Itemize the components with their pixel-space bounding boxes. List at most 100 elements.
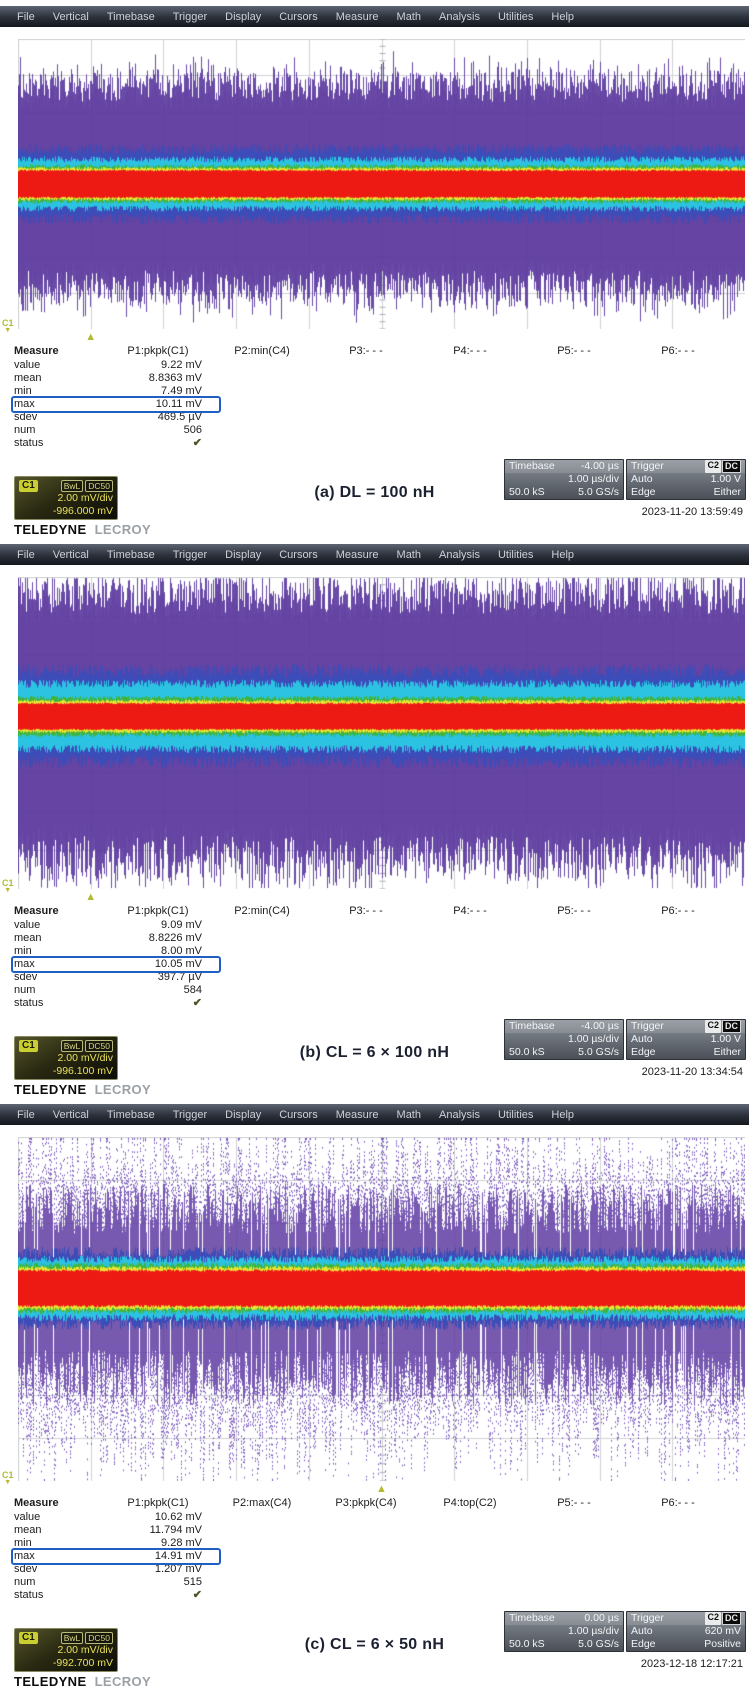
menu-item-trigger[interactable]: Trigger [172,10,208,23]
channel-ground-marker[interactable]: C1 ▼ [2,879,14,895]
trigger-source-badge: C2 [705,1020,721,1033]
menu-item-math[interactable]: Math [396,10,421,23]
menu-item-vertical[interactable]: Vertical [52,10,89,23]
measure-param-header-p5[interactable]: P5:- - - [557,1497,591,1509]
trigger-type: Edge [631,1638,656,1650]
measure-param-header-p6[interactable]: P6:- - - [661,345,695,357]
measure-value [314,1589,418,1602]
measure-value: 11.794 mV [149,1524,202,1536]
measure-value [418,411,522,424]
menu-item-analysis[interactable]: Analysis [439,10,480,23]
menu-item-math[interactable]: Math [396,1108,421,1121]
measure-param-header-p4[interactable]: P4:- - - [453,345,487,357]
channel-ground-marker[interactable]: C1 ▼ [2,1471,14,1487]
menu-item-display[interactable]: Display [225,10,262,23]
waveform-display[interactable] [18,577,745,889]
measure-param-header-p5[interactable]: P5:- - - [557,905,591,917]
menu-item-vertical[interactable]: Vertical [52,548,89,561]
measure-value [418,1576,522,1589]
measure-value [626,971,730,984]
menu-item-file[interactable]: File [17,1108,35,1121]
menu-item-trigger[interactable]: Trigger [172,548,208,561]
menu-item-cursors[interactable]: Cursors [279,548,318,561]
trigger-source-badge: C2 [705,1612,721,1625]
menu-item-analysis[interactable]: Analysis [439,548,480,561]
menu-item-utilities[interactable]: Utilities [497,548,534,561]
menu-item-cursors[interactable]: Cursors [279,10,318,23]
channel-c1-box[interactable]: C1 BwL DC50 2.00 mV/div -996.000 mV [14,476,118,520]
measure-value: 10.62 mV [154,1511,202,1523]
measure-value [314,411,418,424]
waveform-area: C1 ▼ ▲ [2,1137,745,1495]
menu-item-utilities[interactable]: Utilities [497,10,534,23]
menu-item-help[interactable]: Help [551,10,575,23]
menu-item-timebase[interactable]: Timebase [106,548,155,561]
measure-row-label: mean [14,1524,42,1536]
measure-param-header-p3[interactable]: P3:pkpk(C4) [335,1497,397,1509]
trigger-mode: Auto [631,1625,653,1637]
menu-item-measure[interactable]: Measure [335,10,379,23]
menu-item-help[interactable]: Help [551,1108,575,1121]
trigger-box[interactable]: Trigger C2 DC Auto 1.00 V Edge Either [626,459,746,500]
measure-param-header-p1[interactable]: P1:pkpk(C1) [127,905,189,917]
timebase-box[interactable]: Timebase 0.00 µs 1.00 µs/div 50.0 kS 5.0… [504,1611,624,1652]
measure-row-label: min [14,1537,32,1549]
menu-item-measure[interactable]: Measure [335,1108,379,1121]
menu-item-help[interactable]: Help [551,548,575,561]
measure-value [418,945,522,958]
trigger-box[interactable]: Trigger C2 DC Auto 620 mV Edge Positive [626,1611,746,1652]
measure-value [626,1576,730,1589]
channel-ground-marker[interactable]: C1 ▼ [2,319,14,335]
menu-item-cursors[interactable]: Cursors [279,1108,318,1121]
measure-param-header-p6[interactable]: P6:- - - [661,905,695,917]
menu-item-vertical[interactable]: Vertical [52,1108,89,1121]
menu-item-analysis[interactable]: Analysis [439,1108,480,1121]
measure-value [522,1589,626,1602]
menu-item-math[interactable]: Math [396,548,421,561]
timebase-box[interactable]: Timebase -4.00 µs 1.00 µs/div 50.0 kS 5.… [504,459,624,500]
measure-value [314,932,418,945]
measure-param-header-p4[interactable]: P4:top(C2) [443,1497,497,1509]
menu-item-display[interactable]: Display [225,1108,262,1121]
trigger-time-marker-icon[interactable]: ▲ [85,891,97,903]
measure-param-header-p6[interactable]: P6:- - - [661,1497,695,1509]
menu-item-timebase[interactable]: Timebase [106,1108,155,1121]
measure-param-header-p2[interactable]: P2:min(C4) [234,345,290,357]
timebase-offset: -4.00 µs [580,1020,619,1032]
measure-param-header-p5[interactable]: P5:- - - [557,345,591,357]
bottom-info-row: C1 BwL DC50 2.00 mV/div -992.700 mV (c) … [0,1606,749,1690]
measure-value: 469.5 µV [157,411,202,423]
waveform-display[interactable] [18,1137,745,1481]
measure-value [210,1524,314,1537]
measure-param-header-p2[interactable]: P2:max(C4) [232,1497,292,1509]
measure-param-header-p4[interactable]: P4:- - - [453,905,487,917]
menu-item-measure[interactable]: Measure [335,548,379,561]
timebase-box[interactable]: Timebase -4.00 µs 1.00 µs/div 50.0 kS 5.… [504,1019,624,1060]
measure-param-header-p3[interactable]: P3:- - - [349,905,383,917]
measure-value [314,945,418,958]
trigger-box[interactable]: Trigger C2 DC Auto 1.00 V Edge Either [626,1019,746,1060]
waveform-display[interactable] [18,39,745,329]
channel-c1-box[interactable]: C1 BwL DC50 2.00 mV/div -996.100 mV [14,1036,118,1080]
measure-value [626,385,730,398]
menu-item-timebase[interactable]: Timebase [106,10,155,23]
menu-item-file[interactable]: File [17,548,35,561]
trigger-time-marker-icon[interactable]: ▲ [85,331,97,343]
menu-item-trigger[interactable]: Trigger [172,1108,208,1121]
brand-teledyne: TELEDYNE [14,1674,87,1689]
measure-value [210,372,314,385]
measure-param-header-p2[interactable]: P2:min(C4) [234,905,290,917]
max-row-highlight-box [11,956,221,973]
menu-item-display[interactable]: Display [225,548,262,561]
measure-value [314,372,418,385]
waveform-area: C1 ▼ ▲ [2,577,745,903]
measure-value [418,932,522,945]
measure-param-header-p1[interactable]: P1:pkpk(C1) [127,345,189,357]
trigger-time-marker-icon[interactable]: ▲ [376,1483,387,1495]
measure-value [418,919,522,932]
menu-item-utilities[interactable]: Utilities [497,1108,534,1121]
menu-item-file[interactable]: File [17,10,35,23]
measure-param-header-p1[interactable]: P1:pkpk(C1) [127,1497,189,1509]
measure-param-header-p3[interactable]: P3:- - - [349,345,383,357]
